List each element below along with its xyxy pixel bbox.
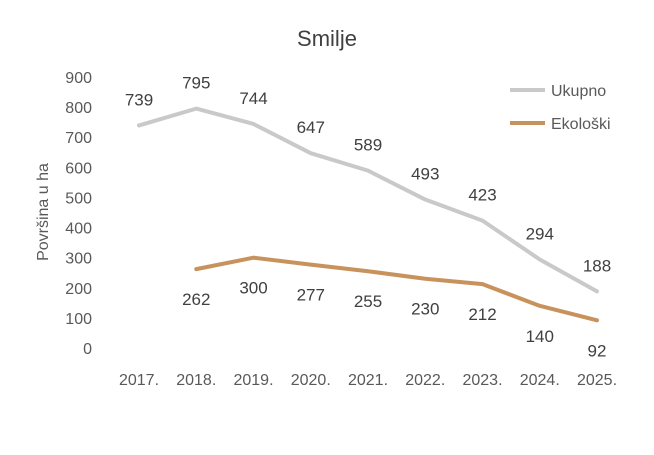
x-tick-label: 2025. (577, 372, 617, 389)
y-tick-label: 400 (65, 221, 92, 238)
x-tick-label: 2024. (520, 372, 560, 389)
y-axis-label: Površina u ha (35, 163, 52, 261)
series-line-ekološki (194, 255, 599, 323)
y-tick-label: 800 (65, 100, 92, 117)
y-tick-label: 0 (83, 341, 92, 358)
y-tick-label: 500 (65, 190, 92, 207)
x-tick-label: 2017. (119, 372, 159, 389)
x-tick-label: 2023. (462, 372, 502, 389)
data-label: 140 (526, 327, 554, 346)
data-label: 647 (297, 118, 325, 137)
y-tick-label: 200 (65, 281, 92, 298)
data-label: 744 (239, 89, 267, 108)
x-tick-label: 2021. (348, 372, 388, 389)
data-label: 188 (583, 256, 611, 275)
data-label: 92 (588, 341, 607, 360)
data-label: 300 (239, 279, 267, 298)
x-tick-label: 2022. (405, 372, 445, 389)
data-label: 493 (411, 165, 439, 184)
data-label: 423 (468, 186, 496, 205)
x-tick-label: 2020. (291, 372, 331, 389)
y-tick-label: 600 (65, 160, 92, 177)
x-tick-label: 2018. (176, 372, 216, 389)
chart-title: Smilje (297, 26, 357, 51)
series-line-ukupno (137, 106, 599, 294)
data-label: 739 (125, 90, 153, 109)
data-label: 795 (182, 74, 210, 93)
data-label: 262 (182, 290, 210, 309)
y-tick-label: 100 (65, 311, 92, 328)
legend-label: Ukupno (551, 83, 606, 100)
legend-label: Ekološki (551, 116, 611, 133)
data-label: 212 (468, 305, 496, 324)
y-tick-label: 900 (65, 70, 92, 87)
data-label: 589 (354, 136, 382, 155)
data-label: 277 (297, 286, 325, 305)
data-label: 294 (526, 224, 554, 243)
data-label: 255 (354, 292, 382, 311)
data-label: 230 (411, 300, 439, 319)
x-tick-label: 2019. (233, 372, 273, 389)
y-tick-label: 700 (65, 130, 92, 147)
y-tick-label: 300 (65, 251, 92, 268)
